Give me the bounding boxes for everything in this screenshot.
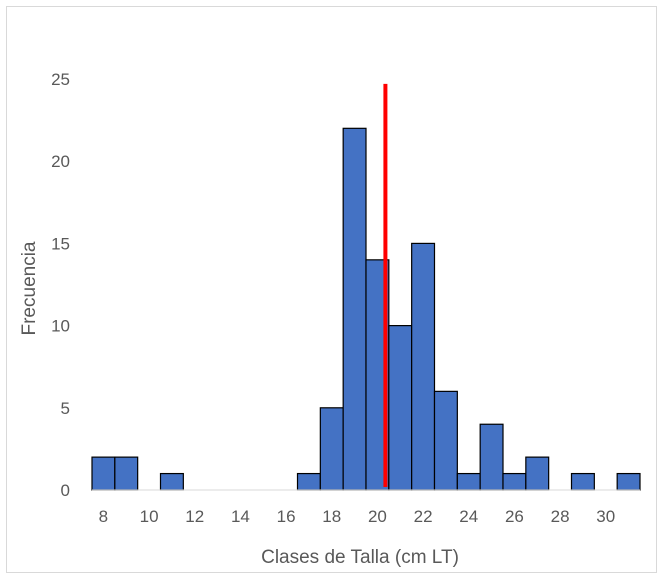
- bar-31: [616, 472, 641, 491]
- x-tick-label: 14: [231, 507, 250, 526]
- bar-11: [159, 472, 184, 491]
- bar-26: [502, 472, 527, 491]
- bar-21: [388, 325, 413, 491]
- x-tick-label: 24: [459, 507, 478, 526]
- x-axis-title: Clases de Talla (cm LT): [261, 547, 459, 568]
- bar-24: [456, 472, 481, 491]
- x-axis-ticks: 8 10 12 14 16 18 20 22 24 26 28 30: [99, 507, 616, 526]
- bar-29: [570, 472, 595, 491]
- bar-8: [91, 456, 116, 491]
- x-tick-label: 18: [322, 507, 341, 526]
- bars: [91, 127, 641, 491]
- bar-9: [114, 456, 139, 491]
- x-tick-label: 22: [414, 507, 433, 526]
- y-tick-label: 0: [61, 481, 70, 500]
- x-tick-label: 8: [99, 507, 108, 526]
- bar-18: [319, 407, 344, 491]
- bar-22: [411, 242, 436, 491]
- x-tick-label: 16: [277, 507, 296, 526]
- y-tick-label: 5: [61, 399, 70, 418]
- x-tick-label: 12: [185, 507, 204, 526]
- y-axis-ticks: 0 5 10 15 20 25: [51, 70, 70, 500]
- bar-23: [433, 390, 458, 491]
- y-tick-label: 20: [51, 152, 70, 171]
- x-tick-label: 26: [505, 507, 524, 526]
- bar-19: [342, 127, 367, 491]
- y-axis-title: Frecuencia: [19, 241, 40, 335]
- bar-17: [296, 472, 321, 491]
- x-tick-label: 30: [596, 507, 615, 526]
- x-tick-label: 28: [551, 507, 570, 526]
- y-tick-label: 25: [51, 70, 70, 89]
- x-tick-label: 10: [140, 507, 159, 526]
- x-tick-label: 20: [368, 507, 387, 526]
- y-tick-label: 15: [51, 234, 70, 253]
- y-tick-label: 10: [51, 317, 70, 336]
- bar-25: [479, 423, 504, 491]
- bar-27: [525, 456, 550, 491]
